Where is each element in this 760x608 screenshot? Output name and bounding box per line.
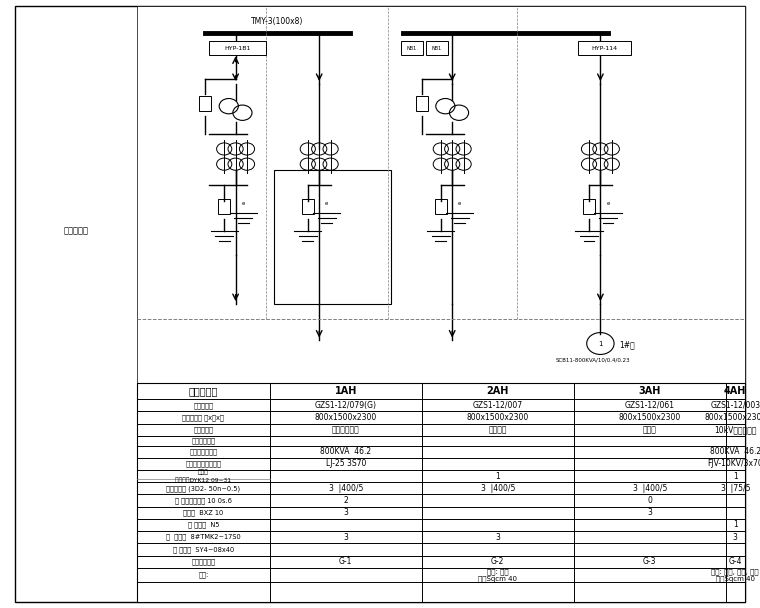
Text: 高分断型DYK12 09~31: 高分断型DYK12 09~31 <box>176 477 231 483</box>
Text: 4AH: 4AH <box>724 386 746 396</box>
Bar <box>401 41 423 55</box>
Text: e: e <box>458 201 461 206</box>
Text: 3: 3 <box>648 508 652 517</box>
Bar <box>209 41 266 55</box>
Text: 800x1500x2300: 800x1500x2300 <box>315 413 377 422</box>
Text: 800x1500x2300: 800x1500x2300 <box>619 413 681 422</box>
Text: 0: 0 <box>648 496 652 505</box>
Text: 800KVA  46.2: 800KVA 46.2 <box>710 447 760 456</box>
Bar <box>274 170 391 304</box>
Text: 放 避雷器  N5: 放 避雷器 N5 <box>188 522 219 528</box>
Text: 备注:: 备注: <box>198 572 208 578</box>
Text: 断路器: 断路器 <box>198 469 209 475</box>
Text: SCB11-800KVA/10/0.4/0.23: SCB11-800KVA/10/0.4/0.23 <box>556 358 630 362</box>
Text: 800x1500x2300: 800x1500x2300 <box>705 413 760 422</box>
Text: 1: 1 <box>496 472 500 480</box>
Text: FJV-10KV/3x70: FJV-10KV/3x70 <box>708 460 760 468</box>
Text: 消防: 照明, 加压, 电梯: 消防: 照明, 加压, 电梯 <box>711 568 759 575</box>
Text: 800KVA  46.2: 800KVA 46.2 <box>320 447 372 456</box>
Text: 2AH: 2AH <box>486 386 509 396</box>
Text: 电源引入: 电源引入 <box>489 425 507 434</box>
Text: G-3: G-3 <box>643 557 657 566</box>
Text: G-1: G-1 <box>339 557 353 566</box>
Text: 10kV变压器进线: 10kV变压器进线 <box>714 425 756 434</box>
Text: 仪  仪器仪  8#TMK2~17S0: 仪 仪器仪 8#TMK2~17S0 <box>166 534 241 541</box>
Bar <box>137 6 745 383</box>
Text: NB1: NB1 <box>407 46 417 50</box>
Bar <box>137 383 745 602</box>
Text: 3: 3 <box>496 533 500 542</box>
Text: 1: 1 <box>733 520 738 530</box>
Text: 内 电气连锁回路 10 0s.6: 内 电气连锁回路 10 0s.6 <box>175 497 232 504</box>
Text: e: e <box>325 201 328 206</box>
Text: 1: 1 <box>598 340 603 347</box>
Text: GZS1-12/007: GZS1-12/007 <box>473 401 523 410</box>
Text: 配电屏用途: 配电屏用途 <box>193 426 214 433</box>
Text: e: e <box>606 201 610 206</box>
Text: 1#变: 1#变 <box>619 341 635 350</box>
Text: 器 兆儿又  SY4~08x40: 器 兆儿又 SY4~08x40 <box>173 546 234 553</box>
Text: G-2: G-2 <box>491 557 505 566</box>
Text: HYP-1B1: HYP-1B1 <box>224 46 250 50</box>
Text: GZS1-12/061: GZS1-12/061 <box>625 401 675 410</box>
Text: 配电屏型号: 配电屏型号 <box>193 402 214 409</box>
Text: GZS1-12/079(G): GZS1-12/079(G) <box>315 401 377 410</box>
Bar <box>426 41 448 55</box>
Text: 2: 2 <box>344 496 348 505</box>
Text: 起柜Sqcm 40: 起柜Sqcm 40 <box>716 575 755 582</box>
Text: 3  |75/5: 3 |75/5 <box>720 484 750 493</box>
Text: 3: 3 <box>344 533 348 542</box>
Text: 进线隔离开关: 进线隔离开关 <box>332 425 359 434</box>
Text: 1: 1 <box>733 472 738 480</box>
Text: 3  |400/5: 3 |400/5 <box>632 484 667 493</box>
Text: 3  |400/5: 3 |400/5 <box>480 484 515 493</box>
Text: 起柜Sqcm 40: 起柜Sqcm 40 <box>478 575 518 582</box>
Text: LJ-25 3S70: LJ-25 3S70 <box>325 460 366 468</box>
Text: 3AH: 3AH <box>638 386 661 396</box>
Bar <box>302 199 314 214</box>
Bar <box>416 96 428 111</box>
Text: 设备容量及电压: 设备容量及电压 <box>189 448 217 455</box>
Text: 联络线: 联络线 <box>643 425 657 434</box>
Bar <box>578 41 631 55</box>
Text: 出柜: 端柜: 出柜: 端柜 <box>487 568 508 575</box>
Text: 3: 3 <box>733 533 738 542</box>
Bar <box>435 199 447 214</box>
Text: TMY-3(100x8): TMY-3(100x8) <box>252 17 303 26</box>
Text: e: e <box>242 201 245 206</box>
Text: 1AH: 1AH <box>334 386 357 396</box>
Text: 800x1500x2300: 800x1500x2300 <box>467 413 529 422</box>
Text: 3: 3 <box>344 508 348 517</box>
Text: 配电屏尺寸 宽x深x高: 配电屏尺寸 宽x深x高 <box>182 414 224 421</box>
Text: GZS1-12/003: GZS1-12/003 <box>711 401 760 410</box>
Text: G-4: G-4 <box>729 557 742 566</box>
Text: 出线电缆规格及规格: 出线电缆规格及规格 <box>185 461 221 467</box>
Bar <box>218 199 230 214</box>
Text: 次低压方案: 次低压方案 <box>64 227 88 235</box>
Text: HYP-114: HYP-114 <box>591 46 617 50</box>
Text: 电流互感器 (3D2- 50n~0.5): 电流互感器 (3D2- 50n~0.5) <box>166 485 240 492</box>
Text: 3  |400/5: 3 |400/5 <box>328 484 363 493</box>
Text: 蜂鸣器  BXZ 10: 蜂鸣器 BXZ 10 <box>183 510 223 516</box>
Text: NB1: NB1 <box>432 46 442 50</box>
Text: 出线回路编号: 出线回路编号 <box>192 558 215 565</box>
Text: 二次原理图号: 二次原理图号 <box>192 437 215 444</box>
Text: 配电屏编号: 配电屏编号 <box>188 386 218 396</box>
Bar <box>199 96 211 111</box>
Bar <box>583 199 595 214</box>
